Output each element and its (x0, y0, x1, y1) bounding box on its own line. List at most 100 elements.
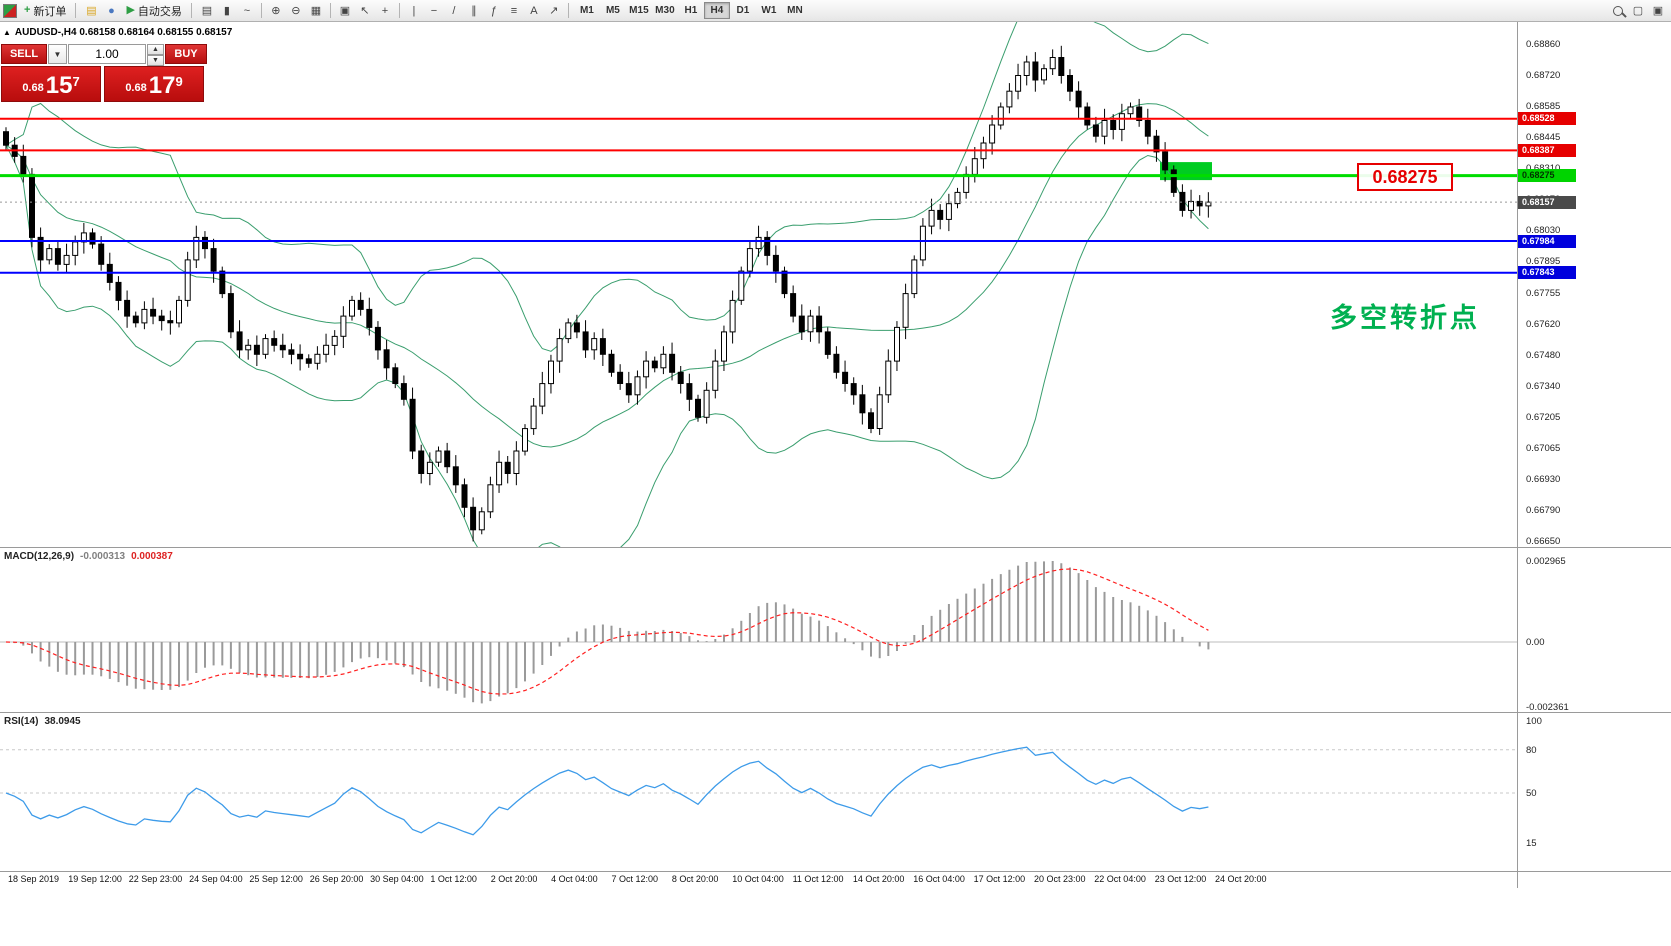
fibonacci-icon[interactable]: ƒ (484, 2, 504, 20)
rsi-axis-label: 80 (1526, 744, 1537, 756)
zoom-out-icon[interactable]: ⊖ (286, 2, 306, 20)
time-axis-label: 26 Sep 20:00 (309, 874, 364, 884)
tile-windows-icon[interactable]: ▦ (306, 2, 326, 20)
autotrade-button[interactable]: ▶ 自动交易 (122, 2, 185, 20)
timeframe-m15-button[interactable]: M15 (626, 2, 652, 19)
sell-button[interactable]: SELL (1, 44, 47, 64)
time-axis-label: 20 Oct 23:00 (1034, 874, 1086, 884)
price-tag: 0.68387 (1518, 143, 1576, 157)
timeframe-w1-button[interactable]: W1 (756, 2, 782, 19)
chat-icon[interactable]: ▣ (1648, 2, 1668, 20)
macd-chart (0, 561, 1517, 704)
price-axis-label: 0.68860 (1526, 39, 1561, 50)
rsi-axis-label: 100 (1526, 716, 1542, 727)
history-center-icon[interactable]: ● (101, 2, 121, 20)
price-axis-label: 0.68030 (1526, 225, 1561, 237)
time-axis-label: 22 Oct 04:00 (1094, 874, 1146, 884)
bar-chart-icon[interactable]: ▤ (197, 2, 217, 20)
price-axis-label: 0.68585 (1526, 101, 1561, 113)
crosshair-icon[interactable]: + (375, 2, 395, 20)
time-axis-label: 10 Oct 04:00 (732, 874, 784, 884)
price-axis-label: 0.66930 (1526, 473, 1561, 485)
toolbar-separator (190, 3, 192, 18)
chevron-down-icon: ▼ (53, 49, 62, 59)
volume-stepper[interactable]: ▲ ▼ (147, 44, 164, 66)
timeframe-m5-button[interactable]: M5 (600, 2, 626, 19)
timeframe-mn-button[interactable]: MN (782, 2, 808, 19)
new-window-icon[interactable]: ▢ (1628, 2, 1648, 20)
time-axis-label: 25 Sep 12:00 (249, 874, 303, 884)
stepper-down-icon[interactable]: ▼ (147, 55, 164, 66)
price-tag: 0.67984 (1518, 234, 1576, 248)
time-axis: 18 Sep 2019 19 Sep 12:00 22 Sep 23:00 24 Se… (0, 872, 1517, 888)
timeframe-m30-button[interactable]: M30 (652, 2, 678, 19)
rsi-label: RSI(14) 38.0945 (4, 716, 81, 727)
price-axis-label: 0.67340 (1526, 380, 1561, 392)
macd-panel[interactable]: MACD(12,26,9) -0.000313 0.000387 (0, 548, 1517, 712)
price-axis-label: 0.67065 (1526, 442, 1561, 454)
panel-separator (0, 871, 1671, 872)
toolbar-separator (75, 3, 77, 18)
price-tag: 0.68275 (1518, 169, 1576, 183)
buy-button[interactable]: BUY (165, 44, 207, 64)
time-axis-label: 30 Sep 04:00 (370, 874, 424, 884)
charts-profile-icon[interactable]: ▤ (81, 2, 101, 20)
sell-price-box[interactable]: 0.68 15 7 (1, 66, 101, 102)
one-click-trading-panel: SELL ▼ ▲ ▼ BUY 0.68 15 7 0.68 17 9 (1, 44, 207, 102)
symbol-ohlc-info: ▲ AUDUSD-,H4 0.68158 0.68164 0.68155 0.68… (3, 27, 233, 38)
volume-input[interactable] (68, 44, 146, 64)
app-icon (3, 3, 17, 18)
time-axis-label: 24 Sep 04:00 (189, 874, 243, 884)
vertical-line-icon[interactable]: | (404, 2, 424, 20)
time-axis-label: 23 Oct 12:00 (1154, 874, 1207, 884)
price-tag: 0.68528 (1518, 112, 1576, 126)
cascade-windows-icon[interactable]: ▣ (335, 2, 355, 20)
price-axis-label: 0.68445 (1526, 132, 1561, 144)
cursor-icon[interactable]: ↖ (355, 2, 375, 20)
line-chart-icon[interactable]: ~ (237, 2, 257, 20)
rsi-axis-label: 50 (1526, 788, 1537, 799)
price-axis: 0.68860 0.68720 0.68585 0.68445 0.68310 0.681… (1517, 22, 1671, 888)
arrow-tools-icon[interactable]: ↗ (544, 2, 564, 20)
horizontal-line-icon[interactable]: − (424, 2, 444, 20)
toolbar-separator (398, 3, 400, 18)
price-axis-label: 0.66650 (1526, 536, 1561, 547)
timeframe-toolbar: M1 M5 M15 M30 H1 H4 D1 W1 MN (574, 2, 808, 19)
timeframe-d1-button[interactable]: D1 (730, 2, 756, 19)
timeframe-h1-button[interactable]: H1 (678, 2, 704, 19)
toolbar-separator (567, 3, 569, 18)
price-axis-label: 0.67895 (1526, 256, 1561, 268)
main-chart[interactable]: ▲ AUDUSD-,H4 0.68158 0.68164 0.68155 0.68… (0, 22, 1517, 547)
time-axis-label: 17 Oct 12:00 (973, 874, 1026, 884)
autotrade-icon: ▶ (126, 4, 135, 16)
time-axis-label: 11 Oct 12:00 (792, 874, 844, 884)
time-axis-label: 7 Oct 12:00 (611, 874, 659, 884)
text-icon[interactable]: A (524, 2, 544, 20)
time-axis-label: 16 Oct 04:00 (913, 874, 965, 884)
time-axis-label: 19 Sep 12:00 (68, 874, 122, 884)
rsi-chart (0, 746, 1517, 836)
candlestick-chart-icon[interactable]: ▮ (217, 2, 237, 20)
channel-icon[interactable]: ∥ (464, 2, 484, 20)
trendline-icon[interactable]: / (444, 2, 464, 20)
panel-separator[interactable] (0, 712, 1671, 713)
buy-price-box[interactable]: 0.68 17 9 (104, 66, 204, 102)
order-type-dropdown[interactable]: ▼ (48, 44, 67, 64)
zoom-in-icon[interactable]: ⊕ (266, 2, 286, 20)
search-icon[interactable] (1613, 5, 1623, 16)
stepper-up-icon[interactable]: ▲ (147, 44, 164, 55)
timeframe-m1-button[interactable]: M1 (574, 2, 600, 19)
candlestick-chart[interactable] (0, 22, 1517, 547)
shapes-icon[interactable]: ≡ (504, 2, 524, 20)
time-axis-label: 1 Oct 12:00 (430, 874, 477, 884)
new-order-button[interactable]: + 新订单 (20, 2, 70, 20)
macd-axis-label: -0.002361 (1526, 702, 1569, 713)
collapse-one-click-icon[interactable]: ▲ (3, 28, 11, 37)
rsi-panel[interactable]: RSI(14) 38.0945 (0, 713, 1517, 871)
macd-axis-label: 0.00 (1526, 637, 1545, 648)
time-axis-label: 24 Oct 20:00 (1215, 874, 1267, 884)
panel-separator[interactable] (0, 547, 1671, 548)
timeframe-h4-button[interactable]: H4 (703, 2, 730, 19)
price-axis-label: 0.68310 (1526, 163, 1560, 174)
